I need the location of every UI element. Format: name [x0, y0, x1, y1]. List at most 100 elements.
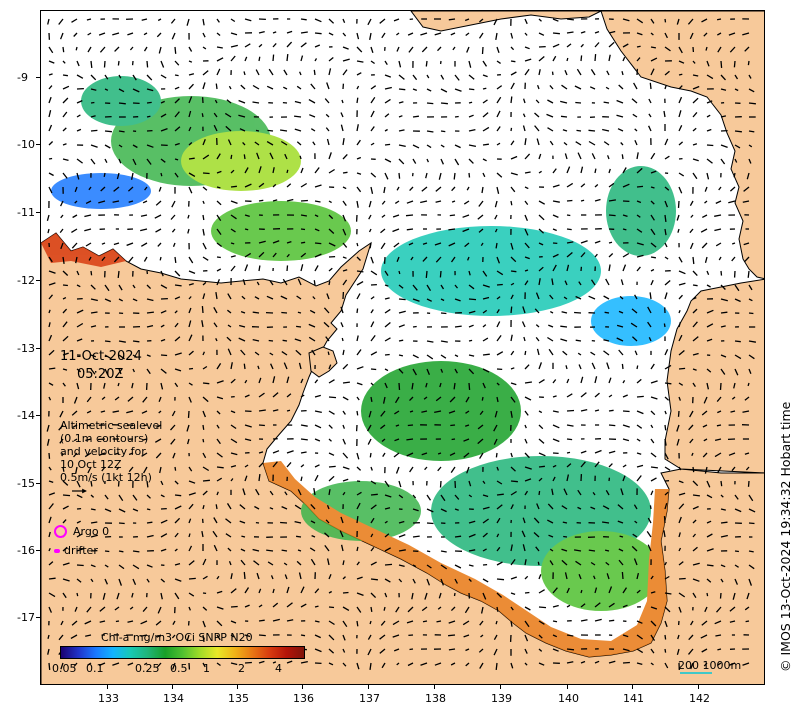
velocity-arrow — [692, 297, 697, 300]
velocity-arrow — [142, 606, 148, 613]
velocity-arrow — [440, 564, 448, 570]
velocity-arrow — [146, 354, 151, 358]
velocity-arrow — [98, 662, 106, 667]
velocity-arrow — [76, 172, 80, 180]
velocity-arrow — [692, 336, 699, 342]
velocity-arrow — [578, 281, 582, 286]
velocity-arrow — [468, 324, 474, 328]
velocity-arrow — [734, 144, 741, 149]
velocity-arrow — [74, 186, 78, 193]
altimetry-line: 10 Oct 12Z — [60, 458, 122, 471]
velocity-arrow — [160, 338, 166, 342]
velocity-arrow — [244, 18, 252, 22]
velocity-arrow — [395, 424, 400, 427]
velocity-arrow — [566, 43, 572, 48]
velocity-arrow — [272, 42, 277, 48]
velocity-arrow — [225, 518, 232, 524]
velocity-arrow — [356, 256, 361, 261]
velocity-arrow — [622, 18, 630, 22]
velocity-arrow — [328, 228, 335, 234]
velocity-arrow — [420, 32, 428, 36]
velocity-arrow — [521, 321, 526, 328]
velocity-arrow — [524, 200, 529, 205]
velocity-arrow — [297, 311, 302, 314]
velocity-arrow — [257, 365, 260, 370]
velocity-arrow — [664, 200, 669, 208]
velocity-arrow — [524, 58, 532, 62]
velocity-arrow — [706, 368, 712, 373]
velocity-arrow — [618, 559, 624, 566]
velocity-arrow — [314, 588, 320, 594]
velocity-arrow — [144, 186, 148, 191]
velocity-arrow — [188, 367, 194, 370]
velocity-arrow — [562, 129, 568, 132]
velocity-arrow — [215, 338, 218, 342]
velocity-arrow — [650, 32, 654, 36]
velocity-arrow — [692, 578, 700, 582]
velocity-arrow — [244, 424, 252, 428]
velocity-arrow — [370, 309, 374, 314]
velocity-arrow — [104, 564, 109, 568]
velocity-arrow — [538, 362, 543, 370]
velocity-arrow — [650, 170, 657, 174]
velocity-arrow — [482, 112, 489, 118]
velocity-arrow — [286, 409, 291, 412]
velocity-arrow — [300, 182, 308, 188]
velocity-arrow — [496, 546, 501, 552]
velocity-arrow — [678, 577, 686, 580]
velocity-arrow — [743, 186, 750, 192]
velocity-arrow — [733, 382, 736, 389]
velocity-arrow — [160, 368, 167, 374]
velocity-arrow — [117, 480, 120, 487]
velocity-arrow — [664, 349, 669, 356]
velocity-arrow — [188, 282, 194, 286]
velocity-arrow — [478, 200, 484, 207]
velocity-arrow — [692, 368, 697, 371]
velocity-arrow — [678, 396, 682, 401]
velocity-arrow — [230, 154, 233, 160]
velocity-arrow — [90, 144, 98, 148]
velocity-arrow — [496, 606, 499, 612]
velocity-arrow — [454, 564, 462, 569]
velocity-arrow — [90, 101, 95, 104]
velocity-arrow — [202, 410, 207, 418]
velocity-arrow — [324, 532, 330, 538]
velocity-arrow — [356, 349, 362, 356]
velocity-arrow — [356, 606, 362, 613]
velocity-arrow — [440, 102, 448, 105]
velocity-arrow — [369, 662, 372, 670]
velocity-arrow — [216, 279, 220, 286]
velocity-arrow — [227, 324, 232, 328]
velocity-arrow — [563, 296, 568, 300]
velocity-arrow — [482, 284, 490, 288]
velocity-arrow — [578, 574, 582, 580]
velocity-arrow — [650, 410, 656, 416]
velocity-arrow — [370, 547, 375, 552]
velocity-arrow — [535, 337, 540, 342]
latitude-tick-label: -11 — [17, 206, 35, 219]
velocity-arrow — [258, 474, 261, 482]
velocity-arrow — [140, 214, 148, 217]
velocity-arrow — [594, 587, 598, 594]
velocity-arrow — [62, 172, 68, 179]
velocity-arrow — [384, 158, 392, 163]
velocity-arrow — [356, 546, 359, 552]
velocity-arrow — [266, 549, 274, 552]
velocity-arrow — [440, 312, 447, 315]
velocity-arrow — [493, 18, 498, 26]
velocity-arrow — [157, 606, 162, 614]
velocity-arrow — [60, 214, 64, 219]
map-canvas[interactable] — [40, 10, 765, 685]
velocity-arrow — [580, 603, 586, 608]
velocity-arrow — [314, 167, 320, 174]
velocity-arrow — [496, 46, 500, 54]
velocity-arrow — [90, 508, 96, 511]
velocity-arrow — [452, 46, 456, 51]
latitude-tick-mark — [36, 550, 40, 551]
velocity-arrow — [342, 69, 348, 76]
velocity-arrow — [496, 96, 502, 104]
velocity-arrow — [188, 545, 193, 552]
velocity-arrow — [202, 46, 207, 50]
velocity-arrow — [342, 200, 347, 206]
velocity-arrow — [524, 242, 530, 249]
